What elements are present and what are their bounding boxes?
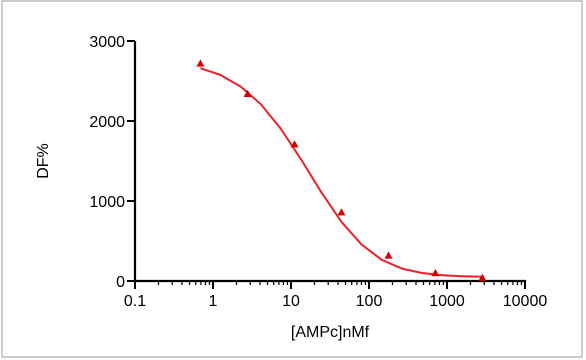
data-points-layer xyxy=(196,59,487,281)
x-tick-label: 1 xyxy=(209,293,218,310)
x-tick-label: 1000 xyxy=(429,293,465,310)
x-tick-label: 10000 xyxy=(503,293,548,310)
axes: 0 1000 2000 3000 0.1 1 10 100 1000 10000 xyxy=(89,34,547,310)
y-tick-label: 2000 xyxy=(89,114,125,131)
data-point xyxy=(290,140,299,148)
data-point xyxy=(337,208,346,216)
fit-curve-layer xyxy=(200,67,483,278)
y-axis-title: DF% xyxy=(35,143,52,179)
fit-curve xyxy=(200,67,483,278)
x-axis-title: [AMPc]nMf xyxy=(291,324,370,341)
x-tick-label: 0.1 xyxy=(124,293,146,310)
x-tick-label: 100 xyxy=(356,293,383,310)
data-point xyxy=(431,269,440,277)
data-point xyxy=(196,59,205,67)
x-tick-label: 10 xyxy=(282,293,300,310)
data-point xyxy=(384,251,393,259)
data-point xyxy=(243,89,252,97)
data-point xyxy=(478,273,487,281)
y-tick-label: 1000 xyxy=(89,194,125,211)
y-tick-label: 3000 xyxy=(89,34,125,51)
y-tick-label: 0 xyxy=(116,274,125,291)
